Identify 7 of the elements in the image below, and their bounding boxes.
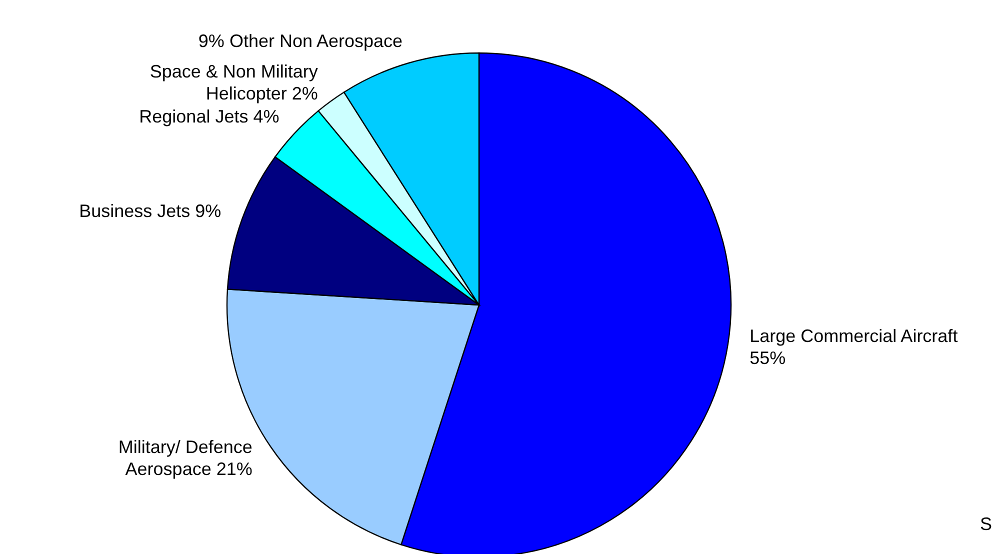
text: S — [980, 514, 992, 535]
slice-label: Regional Jets 4% — [139, 106, 280, 126]
slice-label: Space & Non Military Helicopter 2% — [150, 61, 318, 104]
slice-label: Military/ Defence Aerospace 21% — [118, 436, 252, 479]
slice-label: Large Commercial Aircraft 55% — [750, 326, 958, 368]
slice-label: 9% Other Non Aerospace — [198, 30, 403, 51]
slice-label: Business Jets 9% — [79, 200, 222, 221]
